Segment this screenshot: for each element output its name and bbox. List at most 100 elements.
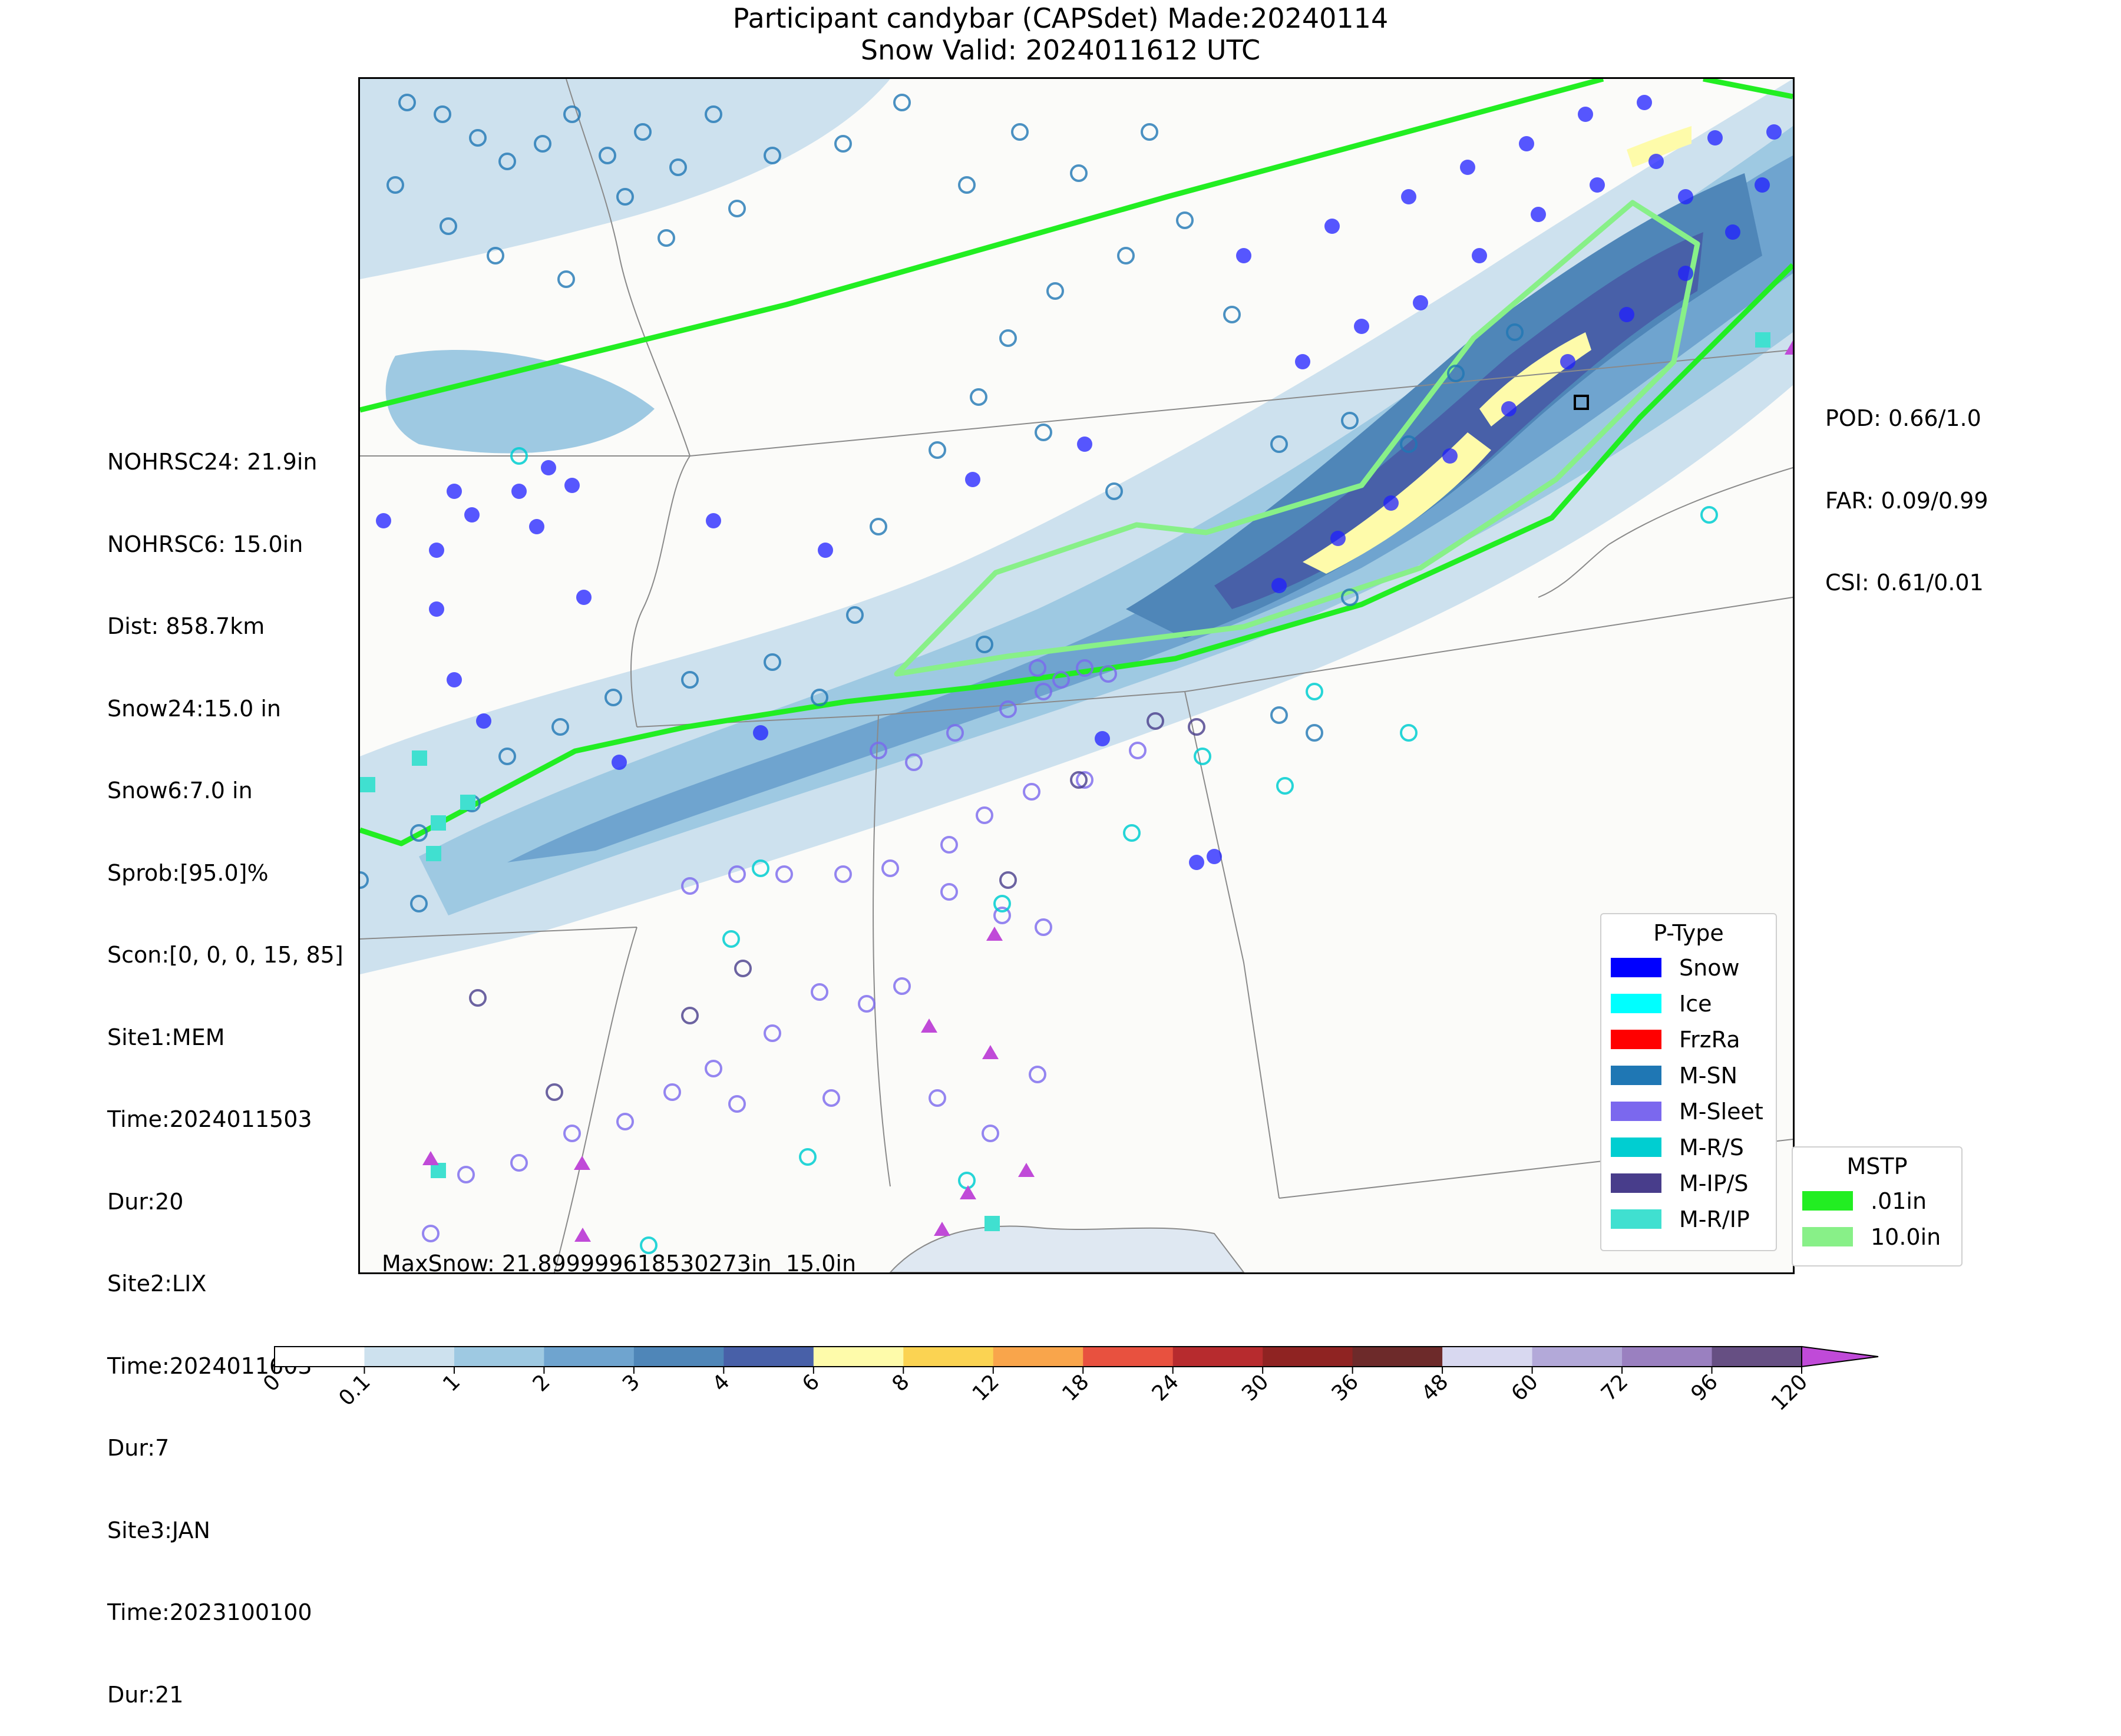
colorbar-segment xyxy=(544,1347,635,1367)
stat-line: Site1:MEM xyxy=(107,1024,225,1050)
legend-label: Ice xyxy=(1679,990,1712,1017)
stat-line: Dist: 858.7km xyxy=(107,613,265,639)
swatch xyxy=(1611,1173,1661,1193)
legend-item-mips: M-IP/S xyxy=(1601,1165,1776,1201)
mstp-contour-001in xyxy=(360,79,1604,413)
legend-item-mrs: M-R/S xyxy=(1601,1129,1776,1165)
mstp-contours xyxy=(360,79,1793,846)
stat-line: Snow6:7.0 in xyxy=(107,778,253,803)
stat-line: Time:2024011503 xyxy=(107,1106,312,1132)
colorbar-tick-label: 60 xyxy=(1507,1370,1543,1406)
colorbar-segment xyxy=(1712,1347,1802,1367)
stat-line: Snow24:15.0 in xyxy=(107,695,282,722)
coastline xyxy=(889,1225,1245,1272)
stat-line: Dur:7 xyxy=(107,1435,170,1461)
colorbar-tick-label: 96 xyxy=(1687,1370,1723,1406)
swatch xyxy=(1611,1102,1661,1121)
map-panel[interactable] xyxy=(358,77,1795,1274)
legend-item-msn: M-SN xyxy=(1601,1057,1776,1093)
colorbar-tick-label: 120 xyxy=(1767,1370,1813,1414)
verification-scores: POD: 0.66/1.0 FAR: 0.09/0.99 CSI: 0.61/0… xyxy=(1825,350,1988,624)
map-subtitle: Snow Valid: 2024011612 UTC xyxy=(860,34,1261,66)
stat-line: Site3:JAN xyxy=(107,1517,210,1543)
legend-item-001in: .01in xyxy=(1793,1183,1961,1219)
swatch xyxy=(1611,958,1661,977)
legend-label: M-R/IP xyxy=(1679,1206,1750,1232)
colorbar-segment xyxy=(723,1347,814,1367)
colorbar-segment xyxy=(1263,1347,1353,1367)
msleet-obs-rings xyxy=(422,659,1147,1242)
colorbar-segment xyxy=(813,1347,904,1367)
swatch xyxy=(1611,1066,1661,1085)
mstp-legend: MSTP .01in 10.0in xyxy=(1792,1146,1963,1267)
ptype-legend-title: P-Type xyxy=(1653,920,1724,946)
mrs-obs-rings xyxy=(510,447,1718,1254)
colorbar-segment xyxy=(1442,1347,1533,1367)
mipsn-obs-rings xyxy=(469,712,1205,1101)
stat-line: Dur:21 xyxy=(107,1681,184,1708)
colorbar-tick-label: 30 xyxy=(1237,1370,1273,1406)
swatch xyxy=(1611,1138,1661,1157)
colorbar-tick-label: 3 xyxy=(618,1370,645,1396)
colorbar-segment xyxy=(1622,1347,1713,1367)
colorbar-tick-label: 1 xyxy=(438,1370,465,1396)
mrip-obs-squares xyxy=(360,332,1770,1231)
ptype-legend: P-Type Snow Ice FrzRa M-SN M-Sleet M-R/S… xyxy=(1600,913,1777,1251)
max-snow-annotation: MaxSnow: 21.899999618530273in 15.0in xyxy=(382,1251,857,1277)
snowfall-map xyxy=(360,79,1793,1272)
colorbar-tick-label: 72 xyxy=(1597,1370,1633,1406)
colorbar-segment xyxy=(1532,1347,1623,1367)
colorbar-segment xyxy=(364,1347,455,1367)
legend-item-ice: Ice xyxy=(1601,986,1776,1021)
sleet-obs-triangles xyxy=(422,340,1793,1242)
colorbar-segment xyxy=(903,1347,994,1367)
snow-band-max xyxy=(1214,232,1703,609)
pod-score: POD: 0.66/1.0 xyxy=(1825,405,1981,431)
snow-band-extreme-3 xyxy=(1627,126,1691,167)
swatch xyxy=(1802,1191,1853,1211)
msn-obs-rings xyxy=(360,94,1524,912)
max-snow-site-marker[interactable] xyxy=(1574,395,1589,410)
legend-item-snow: Snow xyxy=(1601,950,1776,986)
colorbar-segment xyxy=(1352,1347,1443,1367)
legend-item-msleet: M-Sleet xyxy=(1601,1093,1776,1129)
colorbar-tick-label: 24 xyxy=(1148,1370,1184,1406)
legend-item-mrip: M-R/IP xyxy=(1601,1201,1776,1237)
stat-line: Sprob:[95.0]% xyxy=(107,859,269,886)
snow-band-west xyxy=(385,350,655,454)
colorbar-tick-label: 18 xyxy=(1058,1370,1093,1406)
legend-item-frzra: FrzRa xyxy=(1601,1021,1776,1057)
stat-line: Site2:LIX xyxy=(107,1271,207,1297)
swatch xyxy=(1611,994,1661,1013)
stat-line: Time:2023100100 xyxy=(107,1599,312,1625)
colorbar-segment xyxy=(454,1347,544,1367)
stat-line: NOHRSC24: 21.9in xyxy=(107,449,318,475)
swatch xyxy=(1802,1227,1853,1246)
colorbar-segment xyxy=(1172,1347,1263,1367)
colorbar-tick-label: 36 xyxy=(1327,1370,1363,1406)
swatch xyxy=(1611,1209,1661,1229)
legend-label: M-IP/S xyxy=(1679,1170,1749,1196)
stat-line: Dur:20 xyxy=(107,1188,184,1215)
legend-item-10in: 10.0in xyxy=(1793,1219,1961,1255)
mstp-contour-10in xyxy=(894,200,1700,677)
colorbar-extend-arrow xyxy=(1801,1345,1879,1368)
legend-label: .01in xyxy=(1871,1188,1927,1214)
legend-label: M-R/S xyxy=(1679,1134,1744,1160)
stat-line: NOHRSC6: 15.0in xyxy=(107,531,303,557)
map-title: Participant candybar (CAPSdet) Made:2024… xyxy=(732,2,1389,34)
colorbar-tick-label: 4 xyxy=(708,1370,735,1396)
legend-label: Snow xyxy=(1679,954,1740,981)
colorbar-segment xyxy=(1083,1347,1174,1367)
snow-band-north xyxy=(360,79,890,279)
legend-label: M-SN xyxy=(1679,1062,1738,1089)
legend-label: FrzRa xyxy=(1679,1026,1740,1053)
legend-label: 10.0in xyxy=(1871,1224,1941,1250)
colorbar-outline xyxy=(274,1346,1802,1367)
colorbar-tick-label: 2 xyxy=(528,1370,555,1396)
snow-band-mid xyxy=(419,126,1793,915)
mstp-legend-title: MSTP xyxy=(1846,1153,1908,1179)
legend-label: M-Sleet xyxy=(1679,1098,1763,1125)
csi-score: CSI: 0.61/0.01 xyxy=(1825,570,1984,596)
snowfall-contours xyxy=(360,79,1793,974)
